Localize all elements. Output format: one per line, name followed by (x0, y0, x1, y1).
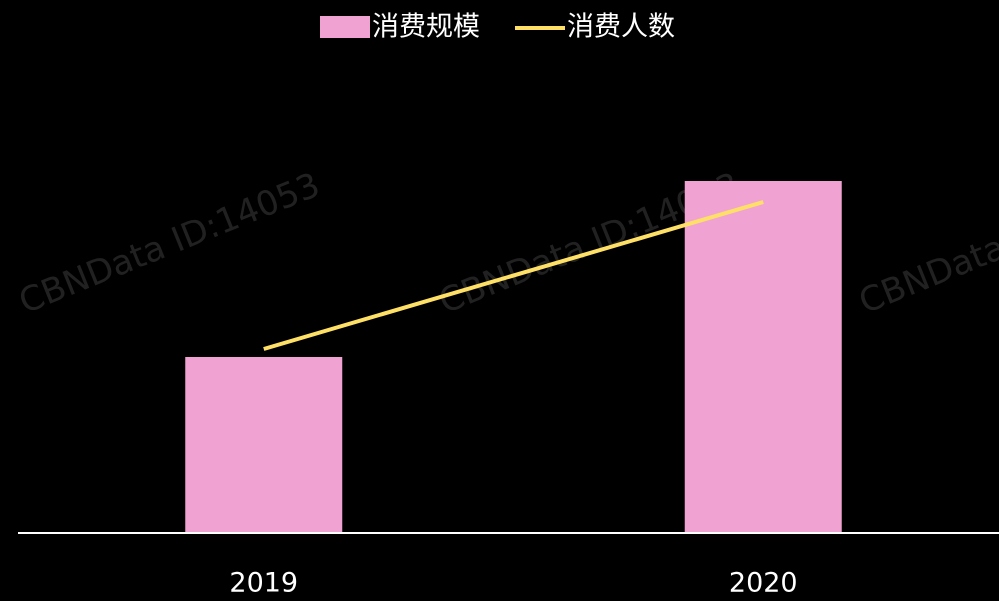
bar (684, 181, 842, 533)
legend-label: 消费人数 (567, 12, 675, 43)
line (263, 200, 764, 351)
legend-swatch (320, 16, 370, 38)
x-tick-label: 2019 (229, 568, 298, 599)
bar (185, 357, 343, 533)
x-tick-label: 2020 (729, 568, 798, 599)
legend-label: 消费规模 (372, 12, 480, 43)
